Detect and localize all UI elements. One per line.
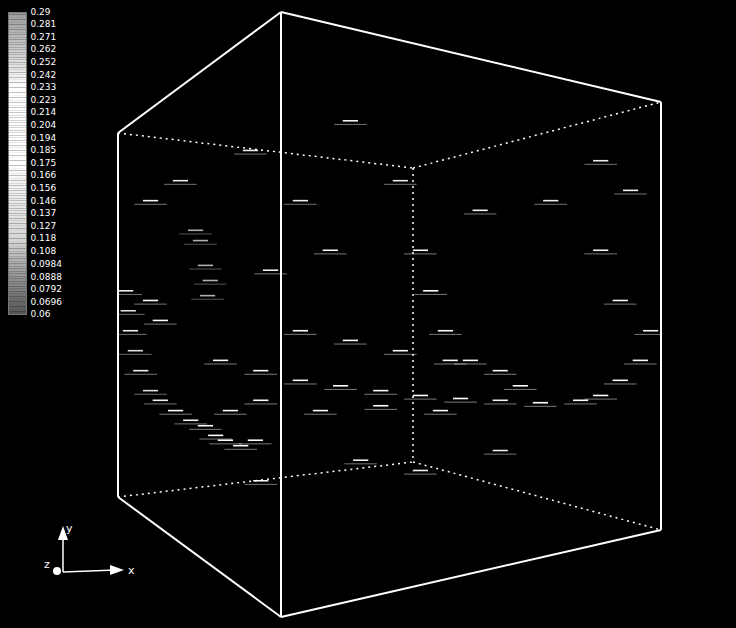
svg-text:0.137: 0.137	[31, 208, 57, 218]
svg-text:0.0696: 0.0696	[31, 297, 63, 307]
svg-text:0.233: 0.233	[31, 82, 57, 92]
svg-text:z: z	[44, 558, 50, 571]
svg-text:0.204: 0.204	[31, 120, 57, 130]
svg-text:0.281: 0.281	[31, 19, 57, 29]
svg-text:0.271: 0.271	[31, 32, 57, 42]
svg-text:0.118: 0.118	[31, 233, 57, 243]
svg-text:0.0792: 0.0792	[31, 284, 63, 294]
svg-text:0.166: 0.166	[31, 170, 57, 180]
svg-text:0.194: 0.194	[31, 133, 57, 143]
svg-text:0.0888: 0.0888	[31, 272, 63, 282]
svg-text:0.214: 0.214	[31, 107, 57, 117]
svg-text:0.29: 0.29	[31, 7, 51, 17]
svg-text:0.185: 0.185	[31, 145, 57, 155]
svg-text:x: x	[128, 564, 135, 577]
svg-text:0.223: 0.223	[31, 95, 57, 105]
svg-text:0.175: 0.175	[31, 158, 57, 168]
svg-text:0.156: 0.156	[31, 183, 57, 193]
svg-text:0.262: 0.262	[31, 44, 57, 54]
svg-text:0.252: 0.252	[31, 57, 57, 67]
svg-text:y: y	[66, 522, 73, 535]
svg-text:0.146: 0.146	[31, 196, 57, 206]
svg-text:0.242: 0.242	[31, 70, 57, 80]
svg-text:0.127: 0.127	[31, 221, 57, 231]
svg-text:0.06: 0.06	[31, 309, 51, 319]
svg-text:0.0984: 0.0984	[31, 259, 63, 269]
svg-text:0.108: 0.108	[31, 246, 57, 256]
